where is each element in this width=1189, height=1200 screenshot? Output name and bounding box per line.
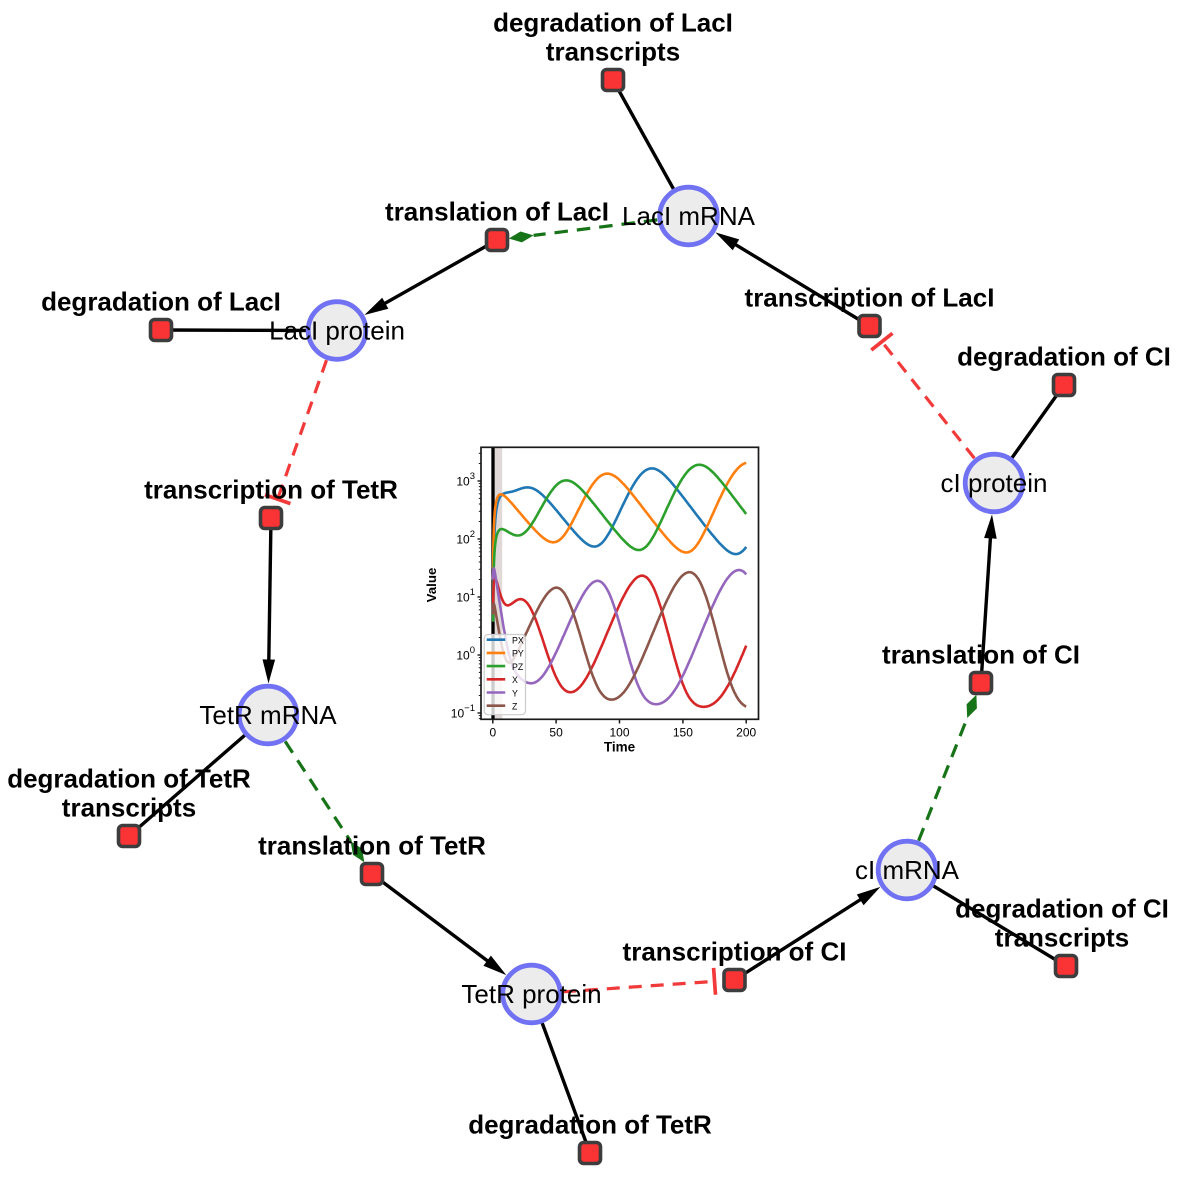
- svg-text:translation of TetR: translation of TetR: [258, 831, 486, 861]
- svg-text:PZ: PZ: [512, 662, 524, 672]
- svg-text:transcripts: transcripts: [995, 923, 1129, 953]
- svg-text:Z: Z: [512, 702, 518, 712]
- svg-text:translation of CI: translation of CI: [882, 640, 1080, 670]
- svg-text:TetR mRNA: TetR mRNA: [199, 700, 337, 730]
- svg-text:100: 100: [609, 726, 629, 740]
- svg-text:transcription of TetR: transcription of TetR: [144, 475, 398, 505]
- svg-text:degradation of CI: degradation of CI: [955, 894, 1169, 924]
- svg-text:10−1: 10−1: [451, 703, 475, 721]
- svg-text:PX: PX: [512, 636, 524, 646]
- svg-text:degradation of LacI: degradation of LacI: [41, 287, 281, 317]
- svg-text:cI protein: cI protein: [941, 468, 1048, 498]
- svg-text:Time: Time: [604, 740, 636, 755]
- svg-text:transcription of CI: transcription of CI: [623, 937, 847, 967]
- svg-text:cI mRNA: cI mRNA: [855, 855, 960, 885]
- svg-text:LacI mRNA: LacI mRNA: [622, 201, 756, 231]
- svg-text:LacI protein: LacI protein: [269, 316, 405, 346]
- svg-text:degradation of CI: degradation of CI: [957, 342, 1171, 372]
- svg-text:translation of LacI: translation of LacI: [385, 197, 609, 227]
- svg-text:0: 0: [489, 726, 496, 740]
- svg-text:200: 200: [736, 726, 756, 740]
- svg-text:TetR protein: TetR protein: [461, 979, 601, 1009]
- svg-text:101: 101: [456, 587, 475, 605]
- svg-text:transcription of LacI: transcription of LacI: [745, 283, 995, 313]
- svg-text:150: 150: [673, 726, 693, 740]
- svg-text:100: 100: [456, 645, 475, 663]
- svg-text:102: 102: [456, 529, 475, 547]
- svg-text:degradation of TetR: degradation of TetR: [468, 1110, 712, 1140]
- svg-text:PY: PY: [512, 649, 524, 659]
- svg-text:103: 103: [456, 471, 475, 489]
- svg-text:degradation of LacI: degradation of LacI: [493, 8, 733, 38]
- svg-text:degradation of TetR: degradation of TetR: [7, 764, 251, 794]
- svg-text:transcripts: transcripts: [546, 37, 680, 67]
- svg-text:Y: Y: [512, 688, 518, 698]
- svg-text:X: X: [512, 675, 518, 685]
- svg-text:transcripts: transcripts: [62, 793, 196, 823]
- svg-text:Value: Value: [424, 568, 439, 603]
- svg-text:50: 50: [549, 726, 563, 740]
